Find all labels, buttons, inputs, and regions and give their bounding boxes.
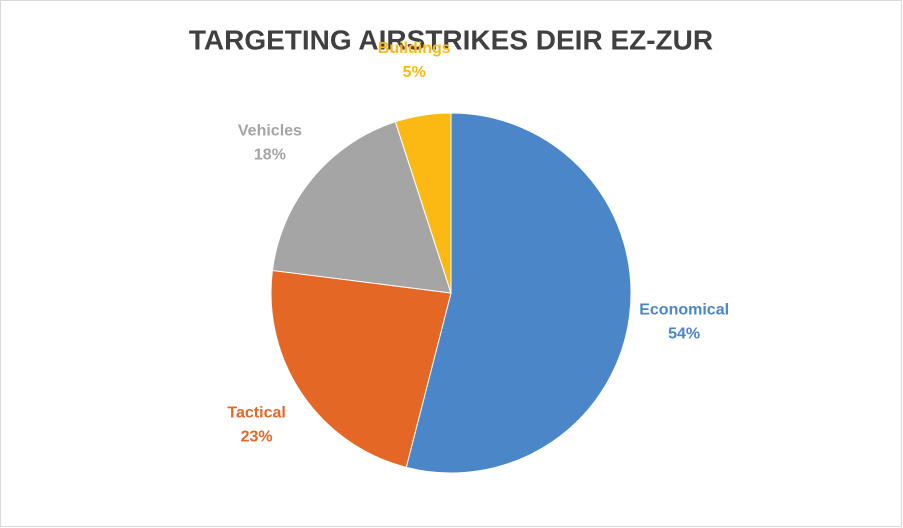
slice-value-label: 54% [668,326,700,343]
slice-label: Tactical [227,404,285,421]
pie-slice [394,112,452,294]
slice-label: Vehicles [238,122,302,139]
slice-label: Buildings [378,40,451,57]
slice-value-label: 18% [254,146,286,163]
slice-value-label: 23% [241,428,273,445]
slice-value-label: 5% [403,64,426,81]
slice-label: Economical [639,302,729,319]
pie-slice [270,269,452,468]
pie-slice [271,121,452,294]
pie-slice [405,112,632,474]
chart-title: TARGETING AIRSTRIKES DEIR EZ-ZUR [189,24,713,55]
